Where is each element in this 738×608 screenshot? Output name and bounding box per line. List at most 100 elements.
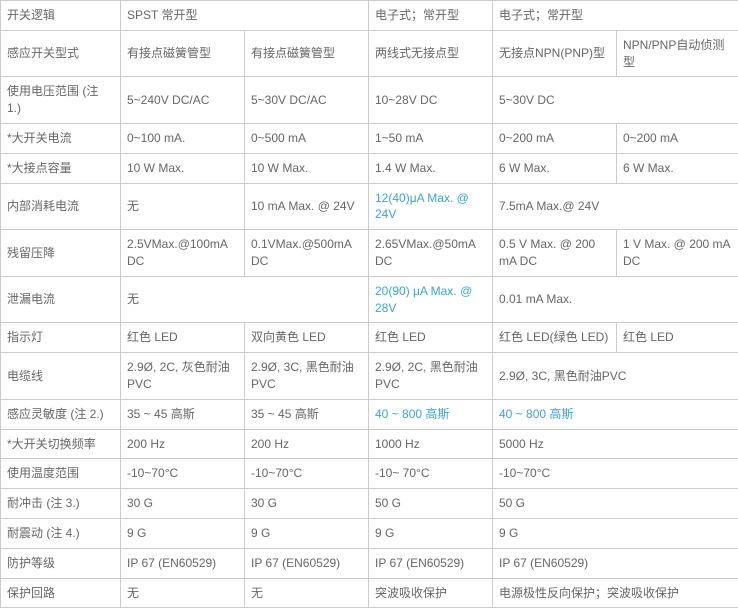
table-row: 感应开关型式有接点磁簧管型有接点磁簧管型两线式无接点型无接点NPN(PNP)型N… bbox=[1, 30, 738, 77]
table-row: 感应灵敏度 (注 2.)35 ~ 45 高斯35 ~ 45 高斯40 ~ 800… bbox=[1, 399, 738, 429]
table-cell: 电子式；常开型 bbox=[493, 1, 738, 31]
table-cell: 0~500 mA bbox=[245, 123, 369, 153]
table-cell: NPN/PNP自动侦测型 bbox=[617, 30, 738, 77]
table-cell: 7.5mA Max.@ 24V bbox=[493, 183, 738, 230]
table-cell: 红色 LED bbox=[369, 323, 493, 353]
table-cell: 0.1VMax.@500mA DC bbox=[245, 230, 369, 277]
table-cell: 无 bbox=[121, 578, 245, 608]
table-cell: 0.5 V Max. @ 200 mA DC bbox=[493, 230, 617, 277]
table-cell: 无接点NPN(PNP)型 bbox=[493, 30, 617, 77]
table-cell: 无 bbox=[121, 276, 369, 323]
row-header-cell: 防护等级 bbox=[1, 548, 121, 578]
table-cell: -10~ 70°C bbox=[369, 459, 493, 489]
table-cell: 6 W Max. bbox=[617, 153, 738, 183]
row-header-cell: 电缆线 bbox=[1, 353, 121, 400]
table-row: 使用电压范围 (注 1.)5~240V DC/AC5~30V DC/AC10~2… bbox=[1, 77, 738, 124]
table-row: *大开关电流0~100 mA.0~500 mA1~50 mA0~200 mA0~… bbox=[1, 123, 738, 153]
table-cell: 35 ~ 45 高斯 bbox=[245, 399, 369, 429]
table-cell: 2.9Ø, 2C, 灰色耐油PVC bbox=[121, 353, 245, 400]
table-cell: 0~100 mA. bbox=[121, 123, 245, 153]
row-header-cell: *大开关电流 bbox=[1, 123, 121, 153]
table-cell: IP 67 (EN60529) bbox=[245, 548, 369, 578]
table-cell: 5000 Hz bbox=[493, 429, 738, 459]
table-row: 指示灯红色 LED双向黄色 LED红色 LED红色 LED(绿色 LED)红色 … bbox=[1, 323, 738, 353]
table-row: *大接点容量10 W Max.10 W Max.1.4 W Max.6 W Ma… bbox=[1, 153, 738, 183]
table-cell: 200 Hz bbox=[121, 429, 245, 459]
table-cell: 40 ~ 800 高斯 bbox=[493, 399, 738, 429]
spec-table-body: 开关逻辑SPST 常开型电子式；常开型电子式；常开型感应开关型式有接点磁簧管型有… bbox=[1, 1, 738, 608]
table-cell: 0~200 mA bbox=[617, 123, 738, 153]
table-cell: 无 bbox=[245, 578, 369, 608]
row-header-cell: 残留压降 bbox=[1, 230, 121, 277]
table-cell: 1.4 W Max. bbox=[369, 153, 493, 183]
row-header-cell: 指示灯 bbox=[1, 323, 121, 353]
table-row: 耐冲击 (注 3.)30 G30 G50 G50 G bbox=[1, 489, 738, 519]
table-cell: 两线式无接点型 bbox=[369, 30, 493, 77]
table-cell: 有接点磁簧管型 bbox=[245, 30, 369, 77]
table-cell: IP 67 (EN60529) bbox=[121, 548, 245, 578]
table-cell: 1000 Hz bbox=[369, 429, 493, 459]
table-cell: SPST 常开型 bbox=[121, 1, 369, 31]
table-row: 耐震动 (注 4.)9 G9 G9 G9 G bbox=[1, 518, 738, 548]
table-row: 电缆线2.9Ø, 2C, 灰色耐油PVC2.9Ø, 3C, 黑色耐油PVC2.9… bbox=[1, 353, 738, 400]
table-cell: 6 W Max. bbox=[493, 153, 617, 183]
table-cell: 10~28V DC bbox=[369, 77, 493, 124]
table-row: *大开关切换频率200 Hz200 Hz1000 Hz5000 Hz bbox=[1, 429, 738, 459]
table-cell: 9 G bbox=[369, 518, 493, 548]
table-row: 开关逻辑SPST 常开型电子式；常开型电子式；常开型 bbox=[1, 1, 738, 31]
table-cell: 有接点磁簧管型 bbox=[121, 30, 245, 77]
table-cell: 10 mA Max. @ 24V bbox=[245, 183, 369, 230]
table-cell: 无 bbox=[121, 183, 245, 230]
table-cell: 5~240V DC/AC bbox=[121, 77, 245, 124]
table-cell: 35 ~ 45 高斯 bbox=[121, 399, 245, 429]
row-header-cell: 使用温度范围 bbox=[1, 459, 121, 489]
table-cell: 电子式；常开型 bbox=[369, 1, 493, 31]
row-header-cell: *大开关切换频率 bbox=[1, 429, 121, 459]
row-header-cell: 内部消耗电流 bbox=[1, 183, 121, 230]
table-cell: 2.9Ø, 3C, 黑色耐油PVC bbox=[245, 353, 369, 400]
table-cell: -10~70°C bbox=[245, 459, 369, 489]
table-cell: 1 V Max. @ 200 mA DC bbox=[617, 230, 738, 277]
table-cell: 0.01 mA Max. bbox=[493, 276, 738, 323]
table-cell: IP 67 (EN60529) bbox=[369, 548, 493, 578]
table-cell: 40 ~ 800 高斯 bbox=[369, 399, 493, 429]
table-cell: 2.9Ø, 3C, 黑色耐油PVC bbox=[493, 353, 738, 400]
spec-table: 开关逻辑SPST 常开型电子式；常开型电子式；常开型感应开关型式有接点磁簧管型有… bbox=[0, 0, 738, 608]
table-cell: 红色 LED(绿色 LED) bbox=[493, 323, 617, 353]
row-header-cell: 感应灵敏度 (注 2.) bbox=[1, 399, 121, 429]
table-cell: 9 G bbox=[493, 518, 738, 548]
table-cell: 50 G bbox=[369, 489, 493, 519]
table-cell: -10~70°C bbox=[493, 459, 738, 489]
row-header-cell: 感应开关型式 bbox=[1, 30, 121, 77]
table-cell: 30 G bbox=[121, 489, 245, 519]
table-cell: 双向黄色 LED bbox=[245, 323, 369, 353]
row-header-cell: 耐冲击 (注 3.) bbox=[1, 489, 121, 519]
table-cell: 5~30V DC/AC bbox=[245, 77, 369, 124]
table-cell: 30 G bbox=[245, 489, 369, 519]
row-header-cell: 使用电压范围 (注 1.) bbox=[1, 77, 121, 124]
row-header-cell: 泄漏电流 bbox=[1, 276, 121, 323]
table-cell: 20(90) μA Max. @ 28V bbox=[369, 276, 493, 323]
table-cell: -10~70°C bbox=[121, 459, 245, 489]
table-row: 泄漏电流无20(90) μA Max. @ 28V0.01 mA Max. bbox=[1, 276, 738, 323]
table-row: 保护回路无无突波吸收保护电源极性反向保护；突波吸收保护 bbox=[1, 578, 738, 608]
table-cell: 12(40)μA Max. @ 24V bbox=[369, 183, 493, 230]
table-cell: 突波吸收保护 bbox=[369, 578, 493, 608]
table-cell: IP 67 (EN60529) bbox=[493, 548, 738, 578]
table-cell: 1~50 mA bbox=[369, 123, 493, 153]
row-header-cell: *大接点容量 bbox=[1, 153, 121, 183]
table-cell: 9 G bbox=[245, 518, 369, 548]
table-cell: 10 W Max. bbox=[245, 153, 369, 183]
table-row: 使用温度范围-10~70°C-10~70°C-10~ 70°C-10~70°C bbox=[1, 459, 738, 489]
table-row: 残留压降2.5VMax.@100mA DC0.1VMax.@500mA DC2.… bbox=[1, 230, 738, 277]
table-cell: 9 G bbox=[121, 518, 245, 548]
table-cell: 红色 LED bbox=[617, 323, 738, 353]
table-cell: 5~30V DC bbox=[493, 77, 738, 124]
table-cell: 2.65VMax.@50mA DC bbox=[369, 230, 493, 277]
row-header-cell: 保护回路 bbox=[1, 578, 121, 608]
table-cell: 0~200 mA bbox=[493, 123, 617, 153]
row-header-cell: 开关逻辑 bbox=[1, 1, 121, 31]
table-cell: 2.9Ø, 2C, 黑色耐油PVC bbox=[369, 353, 493, 400]
table-cell: 200 Hz bbox=[245, 429, 369, 459]
table-cell: 10 W Max. bbox=[121, 153, 245, 183]
